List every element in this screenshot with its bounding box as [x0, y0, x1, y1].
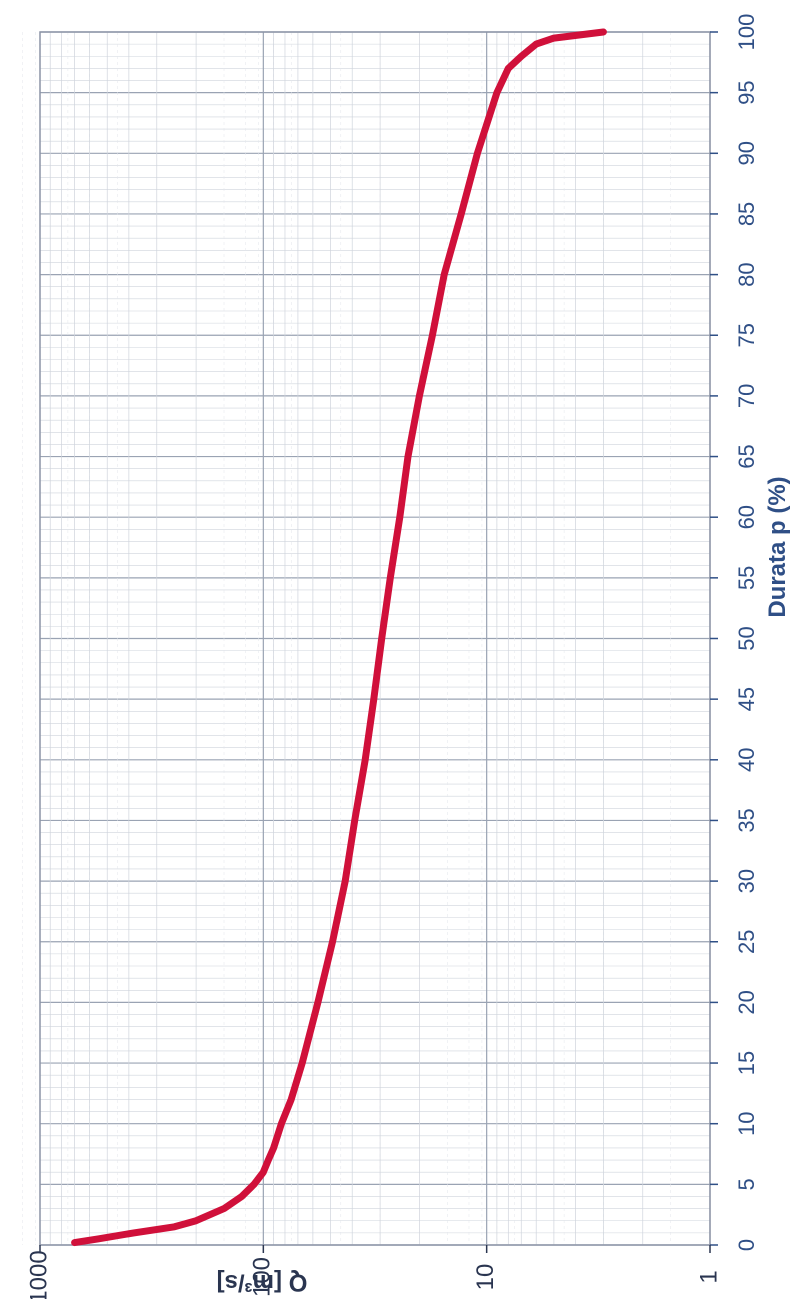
- x-tick-label: 100: [734, 14, 759, 51]
- x-tick-label: 30: [734, 869, 759, 893]
- x-tick-label: 10: [734, 1111, 759, 1135]
- x-axis-title: Durata p (%): [764, 476, 791, 617]
- x-tick-label: 45: [734, 687, 759, 711]
- y-tick-label: 100: [249, 1257, 276, 1297]
- x-tick-label: 95: [734, 80, 759, 104]
- x-tick-label: 20: [734, 990, 759, 1014]
- x-tick-label: 5: [734, 1178, 759, 1190]
- x-tick-label: 80: [734, 262, 759, 286]
- y-tick-label: 1: [695, 1270, 722, 1283]
- x-tick-label: 55: [734, 566, 759, 590]
- x-tick-label: 50: [734, 626, 759, 650]
- y-tick-label: 1000: [25, 1250, 52, 1299]
- x-tick-label: 15: [734, 1051, 759, 1075]
- series-line: [71, 28, 607, 1247]
- x-tick-label: 85: [734, 202, 759, 226]
- x-tick-label: 0: [734, 1239, 759, 1251]
- x-tick-label: 40: [734, 748, 759, 772]
- x-tick-label: 25: [734, 930, 759, 954]
- x-tick-label: 60: [734, 505, 759, 529]
- x-axis-ticks: 0 5 10 15 20 25 30 35 40 45 50 55 60 65 70 75 80 85 90 95 10…: [710, 14, 759, 1251]
- y-tick-label: 10: [472, 1264, 499, 1291]
- x-tick-label: 75: [734, 323, 759, 347]
- grid: [22, 31, 711, 1246]
- y-axis-title: Q [m³/s]: [217, 1269, 308, 1296]
- x-tick-label: 70: [734, 384, 759, 408]
- x-tick-label: 65: [734, 444, 759, 468]
- x-tick-label: 90: [734, 141, 759, 165]
- y-axis-ticks: 1 10 100 1000: [25, 1245, 722, 1299]
- x-tick-label: 35: [734, 808, 759, 832]
